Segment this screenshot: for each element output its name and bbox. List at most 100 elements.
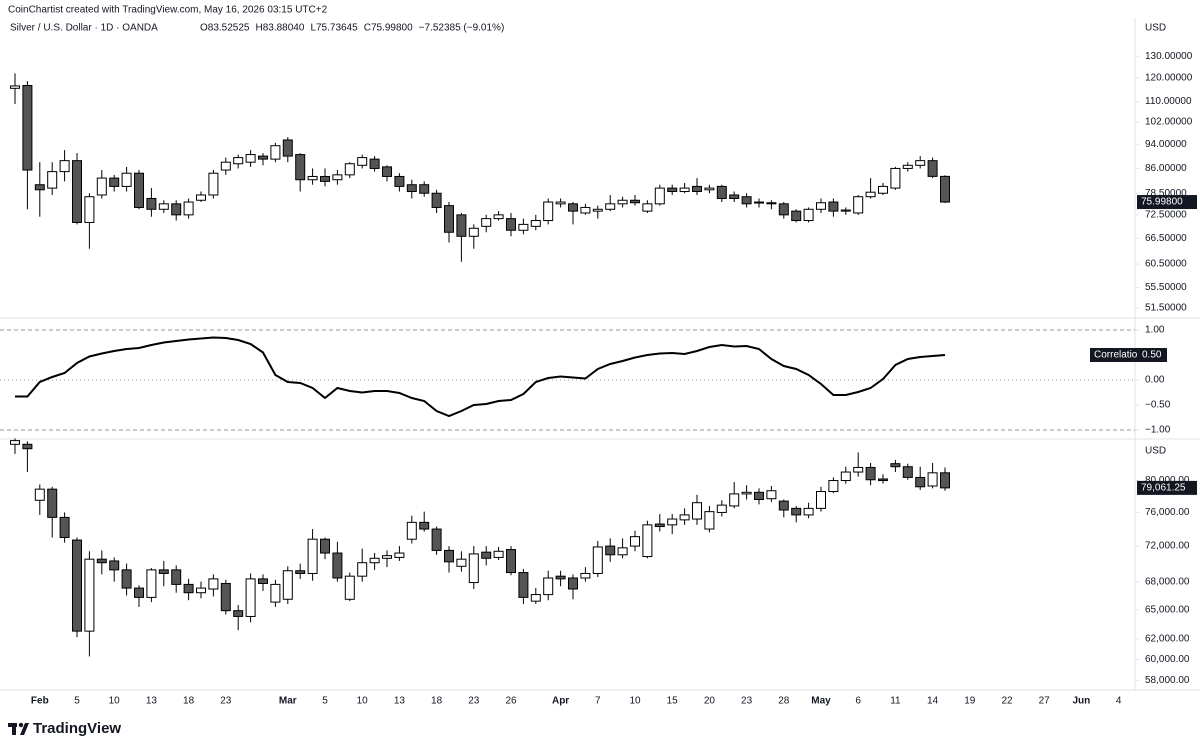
candle-body [444, 205, 454, 233]
candle-body [84, 196, 95, 223]
candle-body [245, 578, 256, 617]
candle-body [667, 187, 678, 193]
candle-body [828, 480, 839, 493]
x-tick-label: 11 [890, 696, 901, 707]
candle-body [878, 478, 888, 482]
candle-body [320, 175, 330, 182]
candle-body [208, 172, 219, 196]
ohlc-value: H83.88040 [256, 23, 305, 34]
candle-body [518, 572, 529, 598]
candle-body [196, 194, 206, 201]
candle-body [134, 587, 144, 598]
x-tick-label: 28 [778, 696, 790, 707]
candle-body [754, 491, 764, 500]
candle-body [208, 578, 219, 590]
candle-body [692, 185, 702, 193]
candle-body [679, 187, 690, 193]
candle-body [580, 206, 591, 214]
logo-icon [8, 722, 29, 735]
candle-body [791, 507, 802, 516]
candle-body [530, 220, 541, 227]
candle-body [307, 538, 318, 574]
candle-body [679, 514, 690, 521]
x-tick-label: 5 [74, 696, 80, 707]
candle-body [406, 521, 417, 540]
candle-body [47, 488, 58, 518]
y-tick-label: 1.00 [1145, 325, 1165, 336]
candle-body [121, 172, 132, 187]
y-tick-label: 72,000.00 [1145, 541, 1190, 552]
candle-body [642, 203, 653, 212]
logo-text: TradingView [33, 720, 121, 737]
y-tick-label: 72.50000 [1145, 209, 1187, 220]
y-tick-label: 0.00 [1145, 375, 1165, 386]
indicator-value-label: 0.50 [1142, 350, 1162, 361]
candle-body [853, 466, 864, 473]
candle-body [34, 184, 45, 191]
candle-body [109, 177, 120, 187]
candle-body [828, 201, 839, 212]
candle-body [667, 518, 678, 526]
candle-body [59, 516, 70, 539]
candle-body [518, 223, 529, 231]
candle-body [803, 208, 814, 222]
candle-body [295, 154, 306, 181]
credit: CoinChartist created with TradingView.co… [8, 5, 328, 16]
x-tick-label: May [811, 696, 831, 707]
x-tick-label: 22 [1001, 696, 1013, 707]
y-tick-label: 102.00000 [1145, 117, 1193, 128]
x-tick-label: 26 [505, 696, 517, 707]
candle-body [890, 463, 901, 468]
x-tick-label: 23 [741, 696, 753, 707]
x-tick-label: 13 [394, 696, 406, 707]
indicator-value-tag [1137, 348, 1167, 362]
x-tick-label: 6 [855, 696, 861, 707]
candle-body [791, 210, 802, 222]
candle-body [456, 558, 467, 567]
candle-body [171, 569, 182, 585]
candle-body [481, 551, 492, 559]
candle-body [853, 196, 864, 214]
candle-body [183, 201, 194, 216]
y-tick-label: 66.50000 [1145, 233, 1187, 244]
candle-body [344, 575, 355, 600]
candle-body [419, 521, 430, 530]
candle-body [22, 84, 33, 171]
candle-body [258, 578, 268, 584]
y-tick-label: 51.50000 [1145, 302, 1187, 313]
y-tick-label: 68,000.00 [1145, 576, 1190, 587]
x-tick-label: Mar [279, 696, 297, 707]
candle-body [158, 569, 169, 574]
candle-body [778, 500, 789, 511]
candle-body [382, 166, 392, 177]
candle-body [630, 199, 640, 204]
candle-body [716, 504, 727, 513]
last-price-label: 75.99800 [1141, 197, 1183, 208]
candle-body [158, 203, 169, 210]
y-tick-label: 60,000.00 [1145, 654, 1190, 665]
candle-body [940, 472, 950, 489]
candle-body [121, 569, 132, 589]
candle-body [468, 553, 479, 584]
candle-body [47, 171, 58, 189]
candle-body [282, 570, 293, 600]
candle-body [716, 185, 727, 199]
unit-label: USD [1145, 23, 1166, 34]
x-tick-label: 13 [146, 696, 158, 707]
y-tick-label: 58,000.00 [1145, 675, 1190, 686]
x-tick-label: Feb [31, 696, 49, 707]
candle-body [406, 184, 417, 193]
candle-body [96, 558, 107, 564]
candle-body [481, 218, 492, 227]
candle-body [431, 192, 442, 208]
last-price-label: 79,061.25 [1141, 483, 1186, 494]
candle-body [10, 85, 20, 89]
candle-body [444, 549, 454, 563]
ohlc-value: C75.99800 [364, 23, 413, 34]
candle-body [754, 201, 764, 204]
indicator-name: Correlation [1094, 350, 1143, 361]
candle-body [220, 161, 231, 171]
candle-body [803, 507, 814, 516]
candle-body [729, 194, 740, 199]
